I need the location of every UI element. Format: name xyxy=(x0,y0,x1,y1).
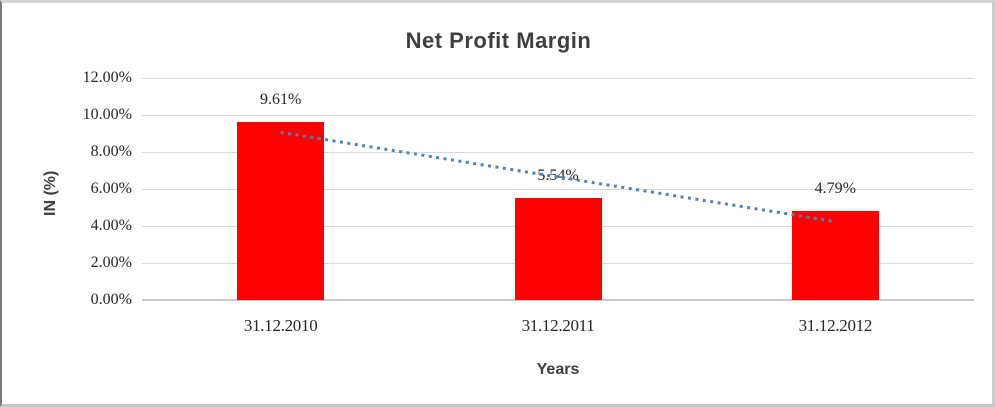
bar-31.12.2011 xyxy=(514,197,602,300)
x-axis-line xyxy=(142,299,974,301)
x-tick-label: 31.12.2011 xyxy=(521,316,595,335)
gridline xyxy=(142,114,974,116)
y-tick-label: 10.00% xyxy=(82,106,132,123)
x-axis-title: Years xyxy=(536,361,580,378)
y-tick-label: 0.00% xyxy=(90,291,132,308)
y-tick-label: 4.00% xyxy=(90,217,132,234)
bar-value-label: 9.61% xyxy=(259,91,302,109)
gridline xyxy=(142,151,974,153)
y-tick-label: 12.00% xyxy=(82,69,132,86)
x-tick-label: 31.12.2010 xyxy=(243,316,318,335)
bar-value-label: 4.79% xyxy=(814,180,856,198)
bar-value-label: 5.54% xyxy=(537,166,579,184)
trendline-svg xyxy=(280,130,836,224)
x-tick-label: 31.12.2012 xyxy=(798,316,873,335)
gridline xyxy=(142,77,974,79)
gridline xyxy=(142,188,974,190)
bar-31.12.2010 xyxy=(237,122,325,300)
bar-31.12.2012 xyxy=(791,211,879,300)
y-tick-label: 2.00% xyxy=(90,254,132,271)
trendline xyxy=(280,130,836,224)
plot-area: 9.61% 5.54% 4.79% xyxy=(142,77,974,301)
y-tick-label: 6.00% xyxy=(90,180,132,197)
chart-title: Net Profit Margin xyxy=(405,28,592,53)
y-tick-label: 8.00% xyxy=(90,143,132,160)
